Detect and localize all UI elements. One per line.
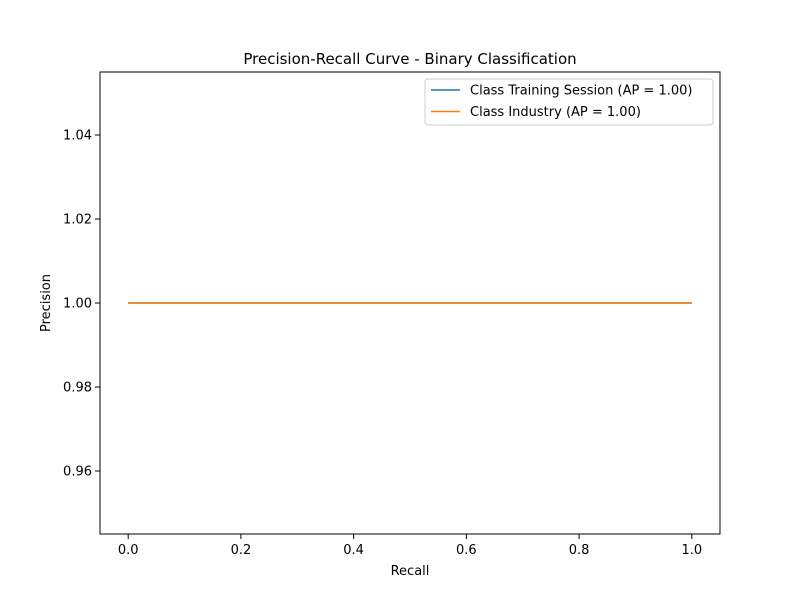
x-tick-label: 0.0 [118, 543, 139, 558]
y-tick-label: 0.96 [63, 465, 92, 480]
legend-entries: Class Training Session (AP = 1.00) Class … [431, 84, 692, 120]
legend-label-2: Class Industry (AP = 1.00) [470, 105, 641, 120]
chart-title: Precision-Recall Curve - Binary Classifi… [243, 50, 576, 68]
y-tick-label: 0.98 [63, 381, 92, 396]
x-tick-label: 0.4 [343, 543, 364, 558]
x-tick-label: 1.0 [681, 543, 702, 558]
x-axis-ticks: 0.0 0.2 0.4 0.6 0.8 1.0 [118, 534, 702, 558]
y-axis-label: Precision [39, 274, 54, 332]
y-tick-label: 1.00 [63, 297, 92, 312]
y-axis-ticks: 0.96 0.98 1.00 1.02 1.04 [63, 129, 100, 480]
y-tick-label: 1.04 [63, 129, 92, 144]
legend-label-1: Class Training Session (AP = 1.00) [470, 84, 692, 99]
x-tick-label: 0.2 [231, 543, 252, 558]
x-tick-label: 0.6 [456, 543, 477, 558]
legend-box [424, 78, 714, 126]
x-axis-label: Recall [391, 564, 430, 579]
x-tick-label: 0.8 [569, 543, 590, 558]
y-tick-label: 1.02 [63, 213, 92, 228]
legend: Class Training Session (AP = 1.00) Class … [424, 78, 714, 126]
